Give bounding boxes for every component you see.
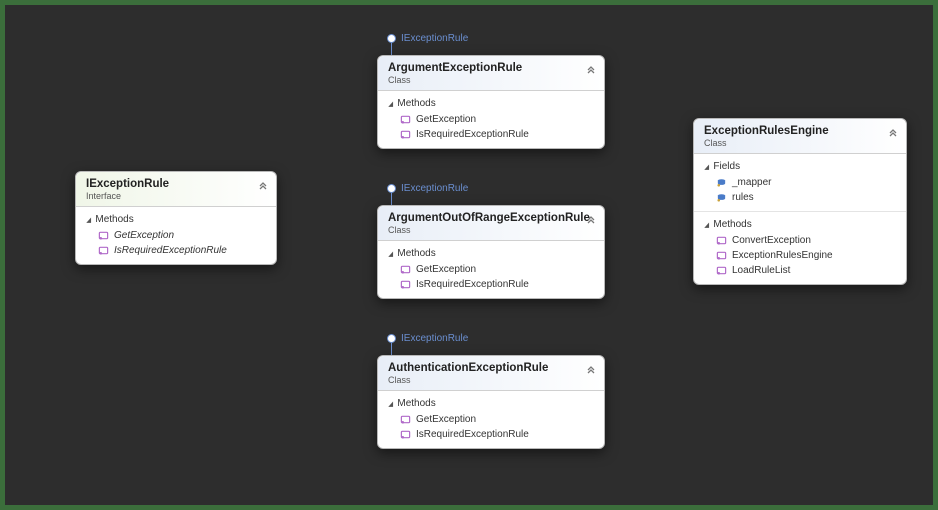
method-icon — [400, 129, 411, 140]
method-icon — [716, 265, 727, 276]
diagram-frame: IExceptionRuleInterfaceMethodsGetExcepti… — [0, 0, 938, 510]
class-title: ArgumentOutOfRangeExceptionRule — [388, 212, 596, 224]
section-fields: Fields _mapperrules — [694, 154, 906, 211]
member-item[interactable]: rules — [702, 190, 898, 205]
class-subtitle: Class — [388, 75, 596, 85]
section-header[interactable]: Methods — [386, 395, 596, 412]
method-icon — [98, 230, 109, 241]
class-header: ArgumentExceptionRuleClass — [378, 56, 604, 91]
member-label: GetException — [416, 414, 476, 425]
lollipop-connector — [391, 192, 392, 206]
section-methods: Methods GetException IsRequiredExceptionRu… — [76, 207, 276, 264]
member-label: _mapper — [732, 177, 771, 188]
class-title: ExceptionRulesEngine — [704, 125, 898, 137]
member-label: IsRequiredExceptionRule — [114, 245, 227, 256]
method-icon — [716, 235, 727, 246]
section-header[interactable]: Methods — [386, 95, 596, 112]
member-label: GetException — [416, 264, 476, 275]
member-label: IsRequiredExceptionRule — [416, 129, 529, 140]
field-icon — [716, 192, 727, 203]
section-methods: Methods ConvertException ExceptionRulesEng… — [694, 211, 906, 284]
collapse-chevron-icon[interactable] — [888, 127, 898, 140]
interface-lollipop: IExceptionRule — [387, 183, 468, 194]
lollipop-connector — [391, 42, 392, 56]
section-methods: Methods GetException IsRequiredExceptionRu… — [378, 241, 604, 298]
section-header[interactable]: Fields — [702, 158, 898, 175]
member-label: LoadRuleList — [732, 265, 790, 276]
method-icon — [400, 414, 411, 425]
method-icon — [400, 429, 411, 440]
member-item[interactable]: GetException — [386, 112, 596, 127]
class-box-iexception[interactable]: IExceptionRuleInterface Methods GetExcepti… — [75, 171, 277, 265]
field-icon — [716, 177, 727, 188]
member-label: GetException — [416, 114, 476, 125]
member-item[interactable]: ExceptionRulesEngine — [702, 248, 898, 263]
member-item[interactable]: IsRequiredExceptionRule — [386, 127, 596, 142]
section-methods: Methods GetException IsRequiredExceptionRu… — [378, 91, 604, 148]
collapse-chevron-icon[interactable] — [586, 64, 596, 77]
class-subtitle: Interface — [86, 191, 268, 201]
class-box-authException[interactable]: AuthenticationExceptionRuleClass Methods G… — [377, 355, 605, 449]
collapse-chevron-icon[interactable] — [258, 180, 268, 193]
member-item[interactable]: IsRequiredExceptionRule — [386, 427, 596, 442]
class-header: ExceptionRulesEngineClass — [694, 119, 906, 154]
section-methods: Methods GetException IsRequiredExceptionRu… — [378, 391, 604, 448]
section-header[interactable]: Methods — [84, 211, 268, 228]
interface-lollipop: IExceptionRule — [387, 333, 468, 344]
class-title: AuthenticationExceptionRule — [388, 362, 596, 374]
method-icon — [400, 279, 411, 290]
collapse-chevron-icon[interactable] — [586, 364, 596, 377]
member-label: GetException — [114, 230, 174, 241]
method-icon — [98, 245, 109, 256]
class-box-argOutOfRange[interactable]: ArgumentOutOfRangeExceptionRuleClassMeth… — [377, 205, 605, 299]
class-header: AuthenticationExceptionRuleClass — [378, 356, 604, 391]
class-title: ArgumentExceptionRule — [388, 62, 596, 74]
class-box-argException[interactable]: ArgumentExceptionRuleClass Methods GetExce… — [377, 55, 605, 149]
member-item[interactable]: GetException — [386, 412, 596, 427]
method-icon — [400, 264, 411, 275]
member-item[interactable]: ConvertException — [702, 233, 898, 248]
member-item[interactable]: _mapper — [702, 175, 898, 190]
section-header[interactable]: Methods — [386, 245, 596, 262]
class-subtitle: Class — [704, 138, 898, 148]
diagram-canvas: IExceptionRuleInterfaceMethodsGetExcepti… — [23, 23, 915, 487]
method-icon — [400, 114, 411, 125]
member-item[interactable]: IsRequiredExceptionRule — [386, 277, 596, 292]
collapse-chevron-icon[interactable] — [586, 214, 596, 227]
member-label: ExceptionRulesEngine — [732, 250, 833, 261]
member-label: ConvertException — [732, 235, 811, 246]
member-label: IsRequiredExceptionRule — [416, 279, 529, 290]
class-header: IExceptionRuleInterface — [76, 172, 276, 207]
member-item[interactable]: IsRequiredExceptionRule — [84, 243, 268, 258]
lollipop-label: IExceptionRule — [401, 33, 468, 44]
class-subtitle: Class — [388, 375, 596, 385]
lollipop-label: IExceptionRule — [401, 183, 468, 194]
class-header: ArgumentOutOfRangeExceptionRuleClass — [378, 206, 604, 241]
section-header[interactable]: Methods — [702, 216, 898, 233]
member-label: IsRequiredExceptionRule — [416, 429, 529, 440]
interface-lollipop: IExceptionRule — [387, 33, 468, 44]
member-item[interactable]: GetException — [386, 262, 596, 277]
lollipop-label: IExceptionRule — [401, 333, 468, 344]
member-item[interactable]: GetException — [84, 228, 268, 243]
member-item[interactable]: LoadRuleList — [702, 263, 898, 278]
class-subtitle: Class — [388, 225, 596, 235]
method-icon — [716, 250, 727, 261]
lollipop-connector — [391, 342, 392, 356]
class-title: IExceptionRule — [86, 178, 268, 190]
member-label: rules — [732, 192, 754, 203]
class-box-engine[interactable]: ExceptionRulesEngineClassFields_mapperru… — [693, 118, 907, 285]
